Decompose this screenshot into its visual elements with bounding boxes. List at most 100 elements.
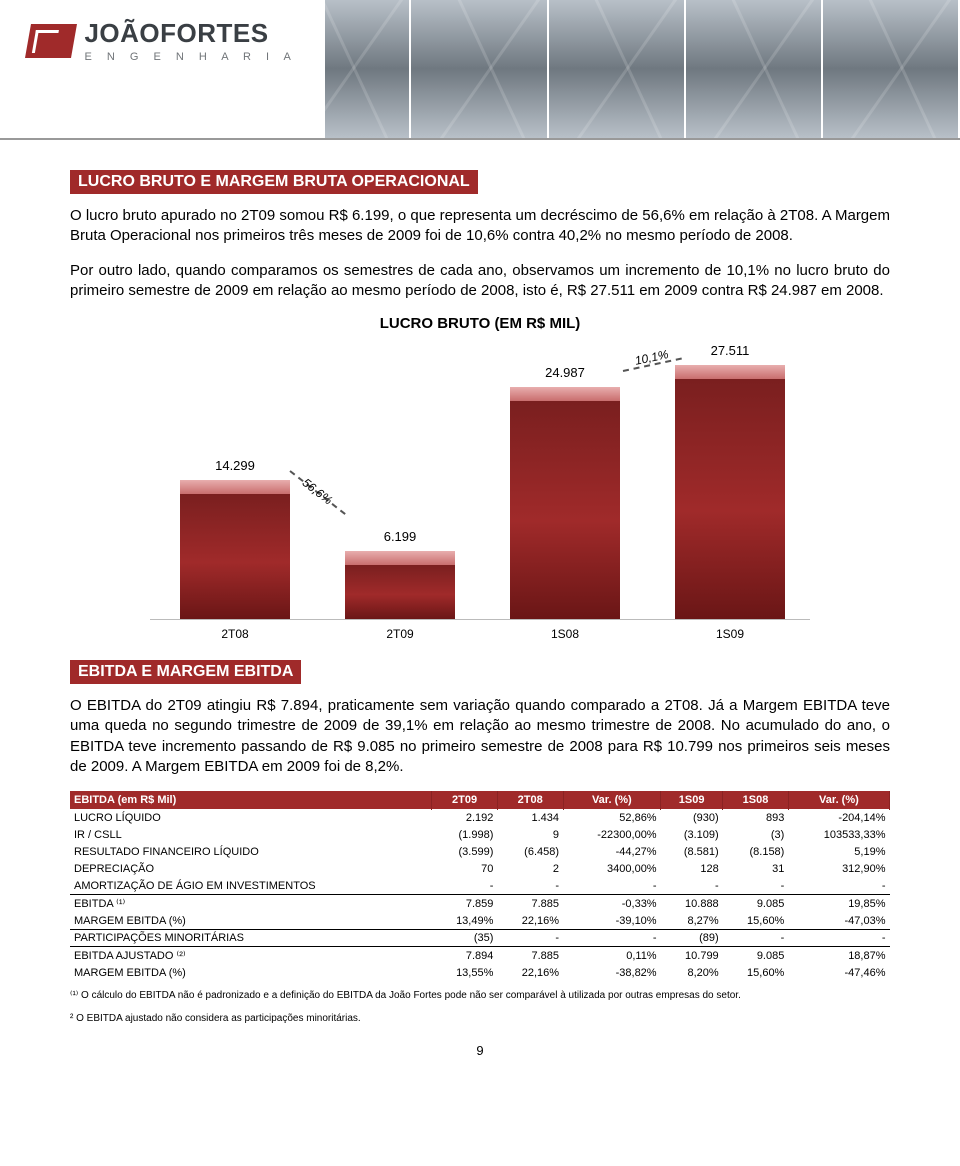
table-cell: 0,11% xyxy=(563,947,661,965)
table-cell: 9.085 xyxy=(723,895,789,913)
section-heading-ebitda: EBITDA E MARGEM EBITDA xyxy=(70,660,301,684)
bar-value-label: 27.511 xyxy=(675,343,785,358)
table-cell: 7.885 xyxy=(497,947,563,965)
table-cell: 10.799 xyxy=(661,947,723,965)
logo-subtitle: E N G E N H A R I A xyxy=(84,51,296,63)
table-cell: 8,27% xyxy=(661,913,723,930)
table-header: 2T09 xyxy=(432,791,498,810)
chart-bar: 27.5111S09 xyxy=(675,365,785,619)
table-cell: - xyxy=(497,930,563,947)
table-cell: RESULTADO FINANCEIRO LÍQUIDO xyxy=(70,844,432,861)
table-cell: - xyxy=(788,930,889,947)
bar-x-label: 2T09 xyxy=(345,627,455,641)
table-cell: - xyxy=(497,878,563,895)
table-header: Var. (%) xyxy=(788,791,889,810)
bar-value-label: 24.987 xyxy=(510,365,620,380)
table-cell: IR / CSLL xyxy=(70,827,432,844)
table-cell: 8,20% xyxy=(661,965,723,982)
table-cell: (3.109) xyxy=(661,827,723,844)
chart-arrow-label: 56,6% xyxy=(300,475,335,507)
chart-bar: 6.1992T09 xyxy=(345,551,455,619)
table-cell: 3400,00% xyxy=(563,861,661,878)
table-cell: 52,86% xyxy=(563,810,661,827)
lucro-bruto-chart: 14.2992T086.1992T0924.9871S0827.5111S095… xyxy=(150,340,810,620)
table-cell: -47,46% xyxy=(788,965,889,982)
bar-x-label: 2T08 xyxy=(180,627,290,641)
table-cell: -47,03% xyxy=(788,913,889,930)
table-cell: 128 xyxy=(661,861,723,878)
table-cell: -44,27% xyxy=(563,844,661,861)
table-cell: -0,33% xyxy=(563,895,661,913)
table-cell: 312,90% xyxy=(788,861,889,878)
table-cell: 7.894 xyxy=(432,947,498,965)
company-logo: JOÃOFORTES E N G E N H A R I A xyxy=(0,0,325,138)
table-cell: 5,19% xyxy=(788,844,889,861)
section-heading-lucro: LUCRO BRUTO E MARGEM BRUTA OPERACIONAL xyxy=(70,170,478,194)
table-cell: (8.581) xyxy=(661,844,723,861)
table-cell: 31 xyxy=(723,861,789,878)
table-cell: - xyxy=(563,878,661,895)
table-header: 2T08 xyxy=(497,791,563,810)
table-cell: LUCRO LÍQUIDO xyxy=(70,810,432,827)
table-cell: EBITDA ⁽¹⁾ xyxy=(70,895,432,913)
table-cell: (35) xyxy=(432,930,498,947)
bar-x-label: 1S08 xyxy=(510,627,620,641)
table-cell: - xyxy=(432,878,498,895)
table-cell: 9.085 xyxy=(723,947,789,965)
logo-mark-icon xyxy=(25,24,77,58)
bar-value-label: 6.199 xyxy=(345,529,455,544)
table-cell: MARGEM EBITDA (%) xyxy=(70,913,432,930)
table-cell: 15,60% xyxy=(723,913,789,930)
table-cell: 22,16% xyxy=(497,965,563,982)
table-cell: AMORTIZAÇÃO DE ÁGIO EM INVESTIMENTOS xyxy=(70,878,432,895)
table-cell: - xyxy=(788,878,889,895)
table-cell: MARGEM EBITDA (%) xyxy=(70,965,432,982)
table-header: EBITDA (em R$ Mil) xyxy=(70,791,432,810)
table-cell: 7.885 xyxy=(497,895,563,913)
table-header: Var. (%) xyxy=(563,791,661,810)
table-cell: 13,49% xyxy=(432,913,498,930)
table-cell: -38,82% xyxy=(563,965,661,982)
table-cell: -204,14% xyxy=(788,810,889,827)
table-cell: 7.859 xyxy=(432,895,498,913)
table-cell: - xyxy=(723,878,789,895)
table-header: 1S09 xyxy=(661,791,723,810)
logo-name-2: FORTES xyxy=(160,18,268,48)
table-cell: 22,16% xyxy=(497,913,563,930)
table-cell: 19,85% xyxy=(788,895,889,913)
table-cell: - xyxy=(723,930,789,947)
table-cell: (8.158) xyxy=(723,844,789,861)
table-cell: 103533,33% xyxy=(788,827,889,844)
chart-title: LUCRO BRUTO (EM R$ MIL) xyxy=(70,315,890,332)
table-cell: (89) xyxy=(661,930,723,947)
bar-value-label: 14.299 xyxy=(180,458,290,473)
chart-bar: 24.9871S08 xyxy=(510,387,620,619)
ebitda-table: EBITDA (em R$ Mil)2T092T08Var. (%)1S091S… xyxy=(70,791,890,981)
table-cell: 70 xyxy=(432,861,498,878)
table-cell: 893 xyxy=(723,810,789,827)
table-cell: - xyxy=(661,878,723,895)
header-banner: JOÃOFORTES E N G E N H A R I A xyxy=(0,0,960,140)
table-cell: 2 xyxy=(497,861,563,878)
footnote-2: ² O EBITDA ajustado não considera as par… xyxy=(70,1012,890,1025)
table-cell: 15,60% xyxy=(723,965,789,982)
table-cell: 2.192 xyxy=(432,810,498,827)
para-ebitda: O EBITDA do 2T09 atingiu R$ 7.894, prati… xyxy=(70,696,890,777)
table-cell: 18,87% xyxy=(788,947,889,965)
table-cell: 9 xyxy=(497,827,563,844)
table-cell: -22300,00% xyxy=(563,827,661,844)
table-cell: -39,10% xyxy=(563,913,661,930)
para-lucro-1: O lucro bruto apurado no 2T09 somou R$ 6… xyxy=(70,206,890,247)
table-cell: - xyxy=(563,930,661,947)
table-cell: (930) xyxy=(661,810,723,827)
table-cell: (3) xyxy=(723,827,789,844)
table-cell: PARTICIPAÇÕES MINORITÁRIAS xyxy=(70,930,432,947)
table-cell: (6.458) xyxy=(497,844,563,861)
table-cell: DEPRECIAÇÃO xyxy=(70,861,432,878)
footnote-1: ⁽¹⁾ O cálculo do EBITDA não é padronizad… xyxy=(70,989,890,1002)
table-cell: 13,55% xyxy=(432,965,498,982)
table-cell: 1.434 xyxy=(497,810,563,827)
table-cell: (3.599) xyxy=(432,844,498,861)
table-cell: (1.998) xyxy=(432,827,498,844)
table-header: 1S08 xyxy=(723,791,789,810)
